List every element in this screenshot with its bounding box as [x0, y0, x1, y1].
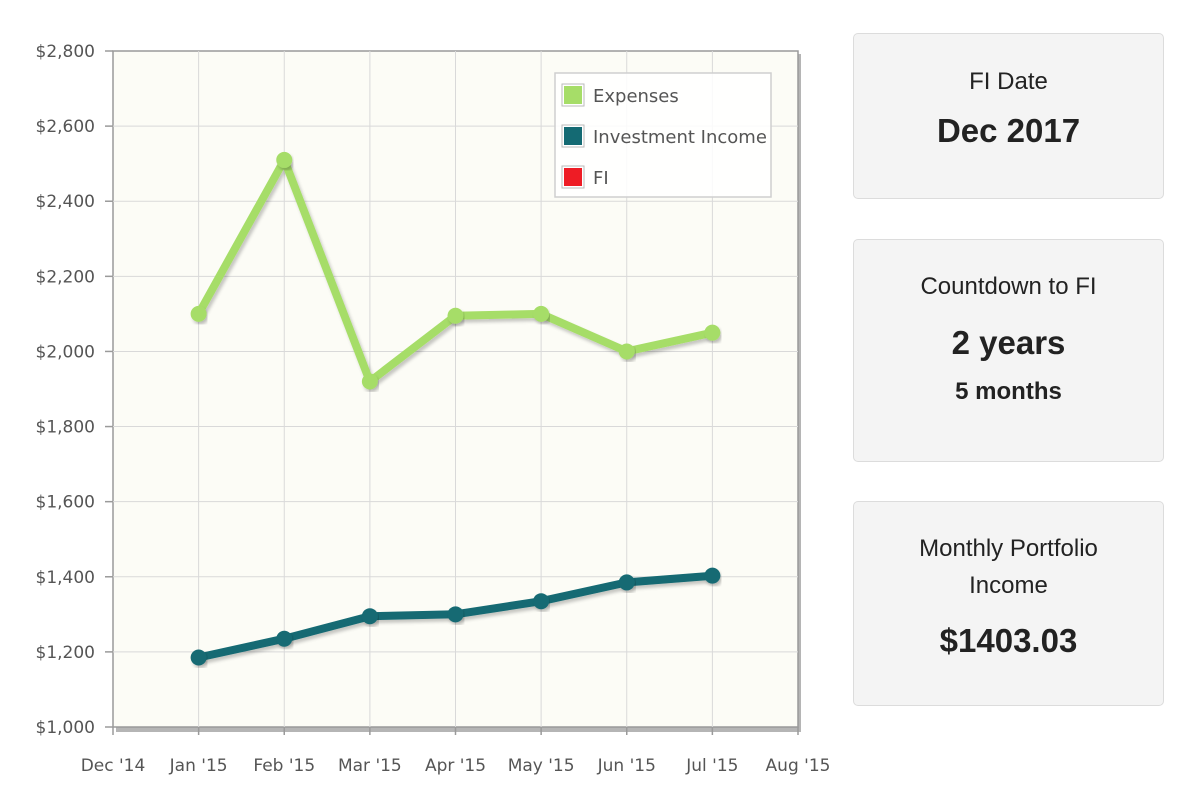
legend-label-expenses: Expenses: [593, 86, 679, 107]
x-tick-label: Jan '15: [169, 756, 228, 776]
y-tick-label: $2,200: [36, 267, 95, 287]
y-tick-label: $1,000: [36, 718, 95, 738]
portfolio-income-label-line2: Income: [969, 572, 1048, 599]
investment-income-point: [533, 593, 550, 610]
investment-income-point: [361, 608, 378, 625]
x-tick-label: Apr '15: [425, 756, 486, 776]
y-tick-label: $2,400: [36, 192, 95, 212]
y-tick-label: $2,000: [36, 342, 95, 362]
y-tick-label: $2,600: [36, 117, 95, 137]
x-tick-label: Aug '15: [766, 756, 831, 776]
fi-date-card: FI Date Dec 2017: [853, 33, 1164, 199]
legend-label-fi: FI: [593, 168, 609, 189]
chart-svg: Dec '14 Jan '15 Feb '15 Mar '15 Apr '15 May '…: [36, 42, 831, 776]
countdown-label: Countdown to FI: [920, 273, 1097, 300]
investment-income-point: [618, 574, 635, 591]
portfolio-income-label: Monthly Portfolio Income: [854, 530, 1163, 604]
legend-swatch-expenses: [564, 86, 582, 104]
investment-income-point: [704, 567, 721, 584]
axes: Dec '14 Jan '15 Feb '15 Mar '15 Apr '15 May '…: [36, 42, 831, 776]
legend-box: [554, 72, 772, 198]
y-tick-label: $1,200: [36, 643, 95, 663]
countdown-months: 5 months: [955, 378, 1062, 405]
line-chart: Dec '14 Jan '15 Feb '15 Mar '15 Apr '15 May '…: [36, 42, 831, 776]
fi-date-label: FI Date: [969, 68, 1048, 95]
legend: Expenses Investment Income FI: [554, 72, 772, 198]
series: [190, 151, 721, 666]
investment-income-point: [276, 630, 293, 647]
legend-swatch-fi: [564, 168, 582, 186]
investment-income-point: [447, 606, 464, 623]
expenses-point: [276, 151, 293, 168]
x-tick-label: Dec '14: [81, 756, 146, 776]
x-tick-label: May '15: [508, 756, 575, 776]
expenses-point: [704, 324, 721, 341]
y-tick-label: $2,800: [36, 42, 95, 62]
portfolio-income-label-line1: Monthly Portfolio: [919, 535, 1098, 562]
legend-label-investment-income: Investment Income: [593, 127, 767, 148]
expenses-point: [361, 373, 378, 390]
portfolio-income-card: Monthly Portfolio Income $1403.03: [853, 501, 1164, 706]
fi-date-value: Dec 2017: [936, 112, 1081, 149]
countdown-years: 2 years: [951, 324, 1066, 361]
legend-swatch-investment-income: [564, 127, 582, 145]
expenses-point: [618, 343, 635, 360]
x-tick-label: Jul '15: [685, 756, 738, 776]
x-tick-label: Mar '15: [338, 756, 402, 776]
x-tick-label: Feb '15: [253, 756, 315, 776]
x-tick-label: Jun '15: [597, 756, 656, 776]
investment-income-point: [190, 649, 207, 666]
y-tick-label: $1,800: [36, 418, 95, 438]
y-tick-label: $1,400: [36, 568, 95, 588]
countdown-card: Countdown to FI 2 years 5 months: [853, 239, 1164, 462]
portfolio-income-value: $1403.03: [939, 622, 1078, 659]
y-tick-label: $1,600: [36, 493, 95, 513]
